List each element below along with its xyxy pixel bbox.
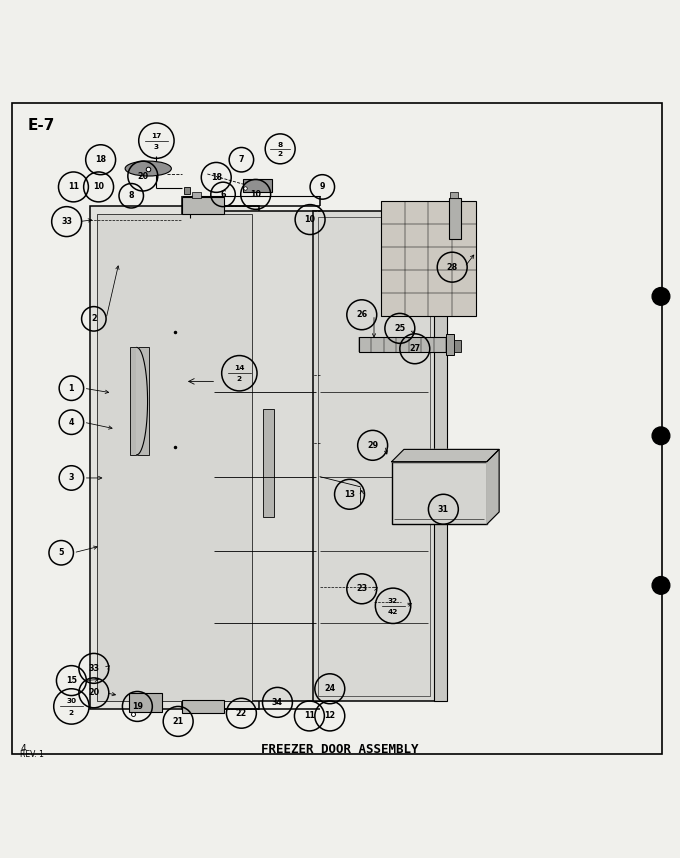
Polygon shape — [137, 347, 148, 455]
Bar — [211, 211, 320, 701]
Text: 3: 3 — [154, 144, 159, 150]
Text: 8: 8 — [129, 191, 134, 200]
Text: 17: 17 — [151, 133, 162, 139]
Bar — [454, 340, 461, 352]
Polygon shape — [392, 450, 499, 462]
Text: 4: 4 — [69, 418, 74, 426]
Bar — [192, 192, 201, 198]
Text: 15: 15 — [66, 676, 77, 685]
Bar — [182, 699, 224, 713]
Text: 42: 42 — [388, 609, 398, 615]
Text: 19: 19 — [132, 702, 143, 711]
Text: 23: 23 — [356, 584, 367, 593]
Text: 33: 33 — [88, 664, 99, 673]
Text: 30: 30 — [67, 698, 76, 704]
Text: 10: 10 — [250, 190, 261, 199]
Text: 2: 2 — [237, 377, 242, 383]
Text: 7: 7 — [239, 155, 244, 164]
Bar — [90, 206, 259, 710]
Text: 18: 18 — [211, 173, 222, 182]
Bar — [184, 187, 190, 194]
Bar — [449, 198, 461, 239]
Bar — [381, 201, 476, 316]
Text: 31: 31 — [438, 505, 449, 514]
Bar — [243, 178, 272, 192]
Text: 8: 8 — [277, 142, 283, 148]
Text: 2: 2 — [277, 151, 283, 157]
Text: 20: 20 — [137, 172, 148, 180]
Text: 26: 26 — [356, 311, 367, 319]
Bar — [392, 462, 487, 524]
Text: 10: 10 — [93, 183, 104, 191]
Text: 24: 24 — [324, 685, 335, 693]
Bar — [359, 337, 446, 352]
Polygon shape — [487, 450, 499, 524]
Text: 12: 12 — [324, 711, 335, 721]
Text: 13: 13 — [344, 490, 355, 498]
Text: 34: 34 — [272, 698, 283, 707]
Bar — [97, 214, 252, 701]
Text: 3: 3 — [69, 474, 74, 482]
Text: 1: 1 — [69, 384, 74, 393]
Text: 33: 33 — [61, 217, 72, 227]
Bar — [313, 211, 435, 701]
Text: 10: 10 — [305, 215, 316, 224]
Bar — [129, 693, 162, 712]
Text: 11: 11 — [68, 183, 79, 191]
Text: 2: 2 — [91, 314, 97, 323]
Text: 2: 2 — [69, 710, 74, 716]
Bar — [450, 192, 458, 198]
Bar — [446, 335, 454, 355]
Text: E-7: E-7 — [27, 118, 54, 132]
Text: 4: 4 — [20, 744, 26, 753]
Circle shape — [652, 577, 670, 595]
Text: 20: 20 — [88, 688, 99, 698]
Ellipse shape — [125, 161, 171, 176]
Text: 29: 29 — [367, 441, 378, 450]
Text: 27: 27 — [409, 344, 420, 353]
Bar — [182, 206, 223, 710]
Bar — [434, 211, 447, 701]
Text: 18: 18 — [95, 155, 106, 164]
Text: REV. 1: REV. 1 — [20, 750, 44, 759]
Bar — [130, 347, 149, 455]
Text: 11: 11 — [304, 711, 315, 721]
Text: 14: 14 — [234, 366, 245, 372]
Text: 5: 5 — [58, 548, 64, 557]
Text: 32: 32 — [388, 598, 398, 604]
Text: 22: 22 — [236, 709, 247, 718]
Bar — [318, 217, 430, 696]
Circle shape — [652, 287, 670, 305]
Text: 21: 21 — [173, 717, 184, 726]
Bar — [182, 197, 224, 214]
Text: 25: 25 — [394, 323, 405, 333]
Text: 6: 6 — [220, 190, 226, 199]
Text: FREEZER DOOR ASSEMBLY: FREEZER DOOR ASSEMBLY — [261, 744, 419, 757]
Text: 28: 28 — [447, 263, 458, 272]
Bar — [263, 408, 274, 517]
Circle shape — [652, 427, 670, 444]
Text: 9: 9 — [320, 183, 325, 191]
